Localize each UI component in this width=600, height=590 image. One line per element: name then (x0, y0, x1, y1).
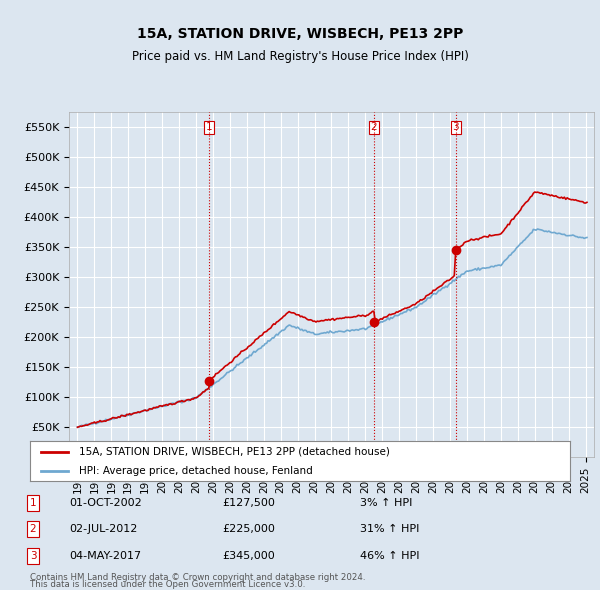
Text: Contains HM Land Registry data © Crown copyright and database right 2024.: Contains HM Land Registry data © Crown c… (30, 573, 365, 582)
Text: 46% ↑ HPI: 46% ↑ HPI (360, 552, 419, 561)
Text: Price paid vs. HM Land Registry's House Price Index (HPI): Price paid vs. HM Land Registry's House … (131, 50, 469, 63)
Text: 1: 1 (205, 123, 212, 132)
Text: 01-OCT-2002: 01-OCT-2002 (69, 498, 142, 507)
Text: 2: 2 (29, 525, 37, 534)
Text: 15A, STATION DRIVE, WISBECH, PE13 2PP: 15A, STATION DRIVE, WISBECH, PE13 2PP (137, 27, 463, 41)
Text: 15A, STATION DRIVE, WISBECH, PE13 2PP (detached house): 15A, STATION DRIVE, WISBECH, PE13 2PP (d… (79, 447, 389, 457)
Text: This data is licensed under the Open Government Licence v3.0.: This data is licensed under the Open Gov… (30, 581, 305, 589)
Text: 3: 3 (452, 123, 459, 132)
Text: 3: 3 (29, 552, 37, 561)
Text: HPI: Average price, detached house, Fenland: HPI: Average price, detached house, Fenl… (79, 466, 313, 476)
Text: 02-JUL-2012: 02-JUL-2012 (69, 525, 137, 534)
Text: 04-MAY-2017: 04-MAY-2017 (69, 552, 141, 561)
Text: 1: 1 (29, 498, 37, 507)
Text: £345,000: £345,000 (222, 552, 275, 561)
Text: 2: 2 (371, 123, 377, 132)
Text: £225,000: £225,000 (222, 525, 275, 534)
Text: £127,500: £127,500 (222, 498, 275, 507)
Text: 31% ↑ HPI: 31% ↑ HPI (360, 525, 419, 534)
Text: 3% ↑ HPI: 3% ↑ HPI (360, 498, 412, 507)
